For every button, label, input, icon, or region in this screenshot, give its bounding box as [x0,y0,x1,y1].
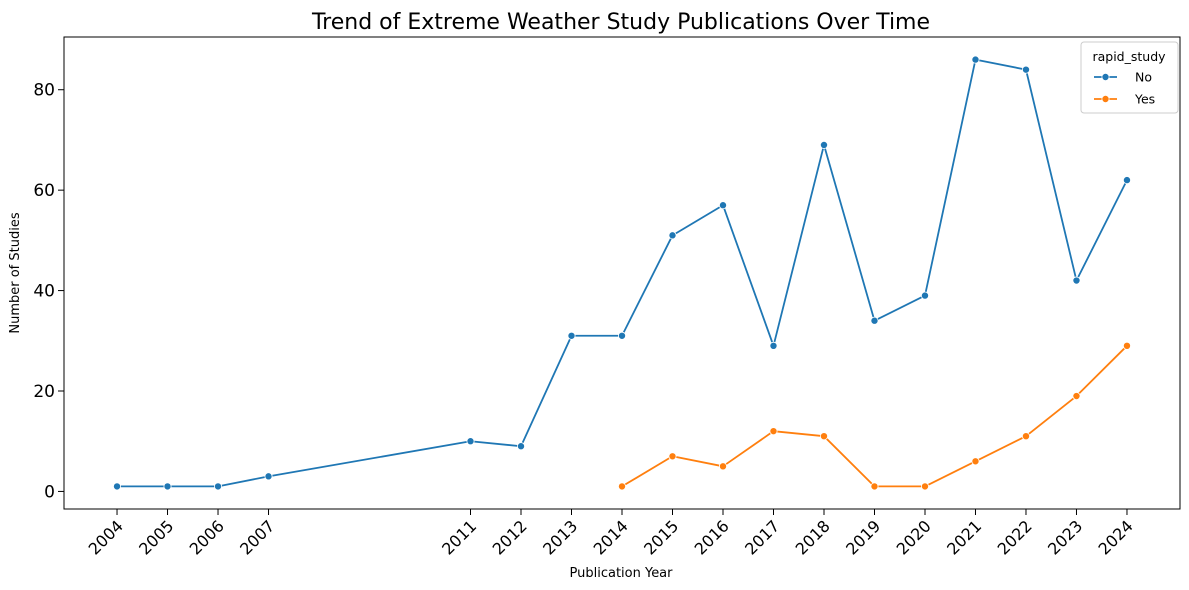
x-tick-label: 2004 [85,516,127,558]
x-tick-label: 2022 [994,516,1036,558]
x-tick-label: 2005 [135,516,177,558]
data-point-yes [819,432,828,441]
data-point-yes [1021,432,1030,441]
x-tick-label: 2021 [943,516,985,558]
data-point-no [920,291,929,300]
x-tick-label: 2018 [792,516,834,558]
chart-title: Trend of Extreme Weather Study Publicati… [311,10,930,35]
x-tick-label: 2019 [842,516,884,558]
data-point-yes [920,482,929,491]
data-point-yes [718,462,727,471]
y-tick-label: 40 [33,282,55,302]
legend-label-no: No [1135,70,1152,85]
data-point-no [618,331,627,340]
data-point-no [264,472,273,481]
data-point-yes [971,457,980,466]
data-point-no [567,331,576,340]
data-point-no [870,316,879,325]
data-point-yes [1072,392,1081,401]
data-point-yes [769,427,778,436]
x-tick-label: 2012 [489,516,531,558]
series-layer [113,55,1131,491]
x-tick-label: 2013 [539,516,581,558]
x-tick-label: 2016 [691,516,733,558]
data-point-yes [668,452,677,461]
y-tick-label: 60 [33,181,55,201]
legend-marker-yes [1101,95,1110,104]
x-tick-label: 2007 [236,516,278,558]
data-point-no [819,140,828,149]
data-point-yes [1122,341,1131,350]
data-point-no [1122,176,1131,185]
data-point-no [466,437,475,446]
data-point-no [163,482,172,491]
data-point-no [769,341,778,350]
data-point-yes [870,482,879,491]
data-point-no [971,55,980,64]
plot-area [63,36,1181,510]
data-point-no [668,231,677,240]
y-tick-label: 20 [33,382,55,402]
x-tick-label: 2017 [741,516,783,558]
y-axis: 0 20 40 60 80 [33,81,64,502]
data-point-no [214,482,223,491]
data-point-yes [618,482,627,491]
y-tick-label: 0 [44,482,55,502]
legend-title: rapid_study [1092,49,1166,64]
data-point-no [718,201,727,210]
series-line-yes [621,345,1128,488]
y-axis-label: Number of Studies [8,212,23,333]
x-axis: 2004 2005 2006 2007 2011 2012 2013 2014 2015 2016… [85,509,1137,559]
x-tick-label: 2011 [438,516,480,558]
y-tick-label: 80 [33,81,55,101]
legend-label-yes: Yes [1134,92,1155,107]
x-tick-label: 2014 [590,516,632,558]
data-point-no [113,482,122,491]
x-tick-label: 2023 [1044,516,1086,558]
x-tick-label: 2006 [186,516,228,558]
legend: rapid_study No Yes [1080,41,1179,114]
legend-marker-no [1101,73,1110,82]
series-line-no [117,58,1128,488]
x-tick-label: 2024 [1095,516,1137,558]
x-tick-label: 2015 [640,516,682,558]
x-tick-label: 2020 [893,516,935,558]
plot-frame [63,36,1181,510]
data-point-no [517,442,526,451]
data-point-no [1072,276,1081,285]
data-point-no [1021,65,1030,74]
x-axis-label: Publication Year [570,566,674,581]
